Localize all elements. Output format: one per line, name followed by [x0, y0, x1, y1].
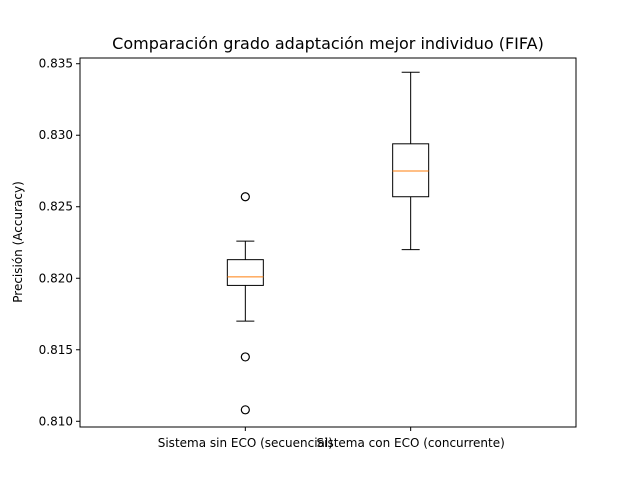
y-tick-label: 0.820 — [39, 271, 73, 285]
box-iqr — [392, 143, 430, 198]
y-tick-label: 0.835 — [39, 57, 73, 71]
x-tick-label: Sistema con ECO (concurrente) — [317, 436, 505, 450]
chart-title: Comparación grado adaptación mejor indiv… — [112, 34, 544, 53]
y-tick-label: 0.815 — [39, 343, 73, 357]
y-tick-label: 0.825 — [39, 200, 73, 214]
y-tick-label: 0.830 — [39, 128, 73, 142]
outlier-point — [240, 352, 250, 362]
y-axis-label: Precisión (Accuracy) — [11, 181, 25, 303]
outlier-point — [240, 405, 250, 415]
box-iqr — [226, 259, 264, 286]
plot-area: 0.810 0.815 0.820 0.825 0.830 0.835 Sistema si… — [39, 57, 505, 450]
x-tick-label: Sistema sin ECO (secuencial) — [158, 436, 333, 450]
y-tick-label: 0.810 — [39, 414, 73, 428]
outlier-point — [240, 192, 250, 202]
axes-frame — [79, 57, 577, 428]
